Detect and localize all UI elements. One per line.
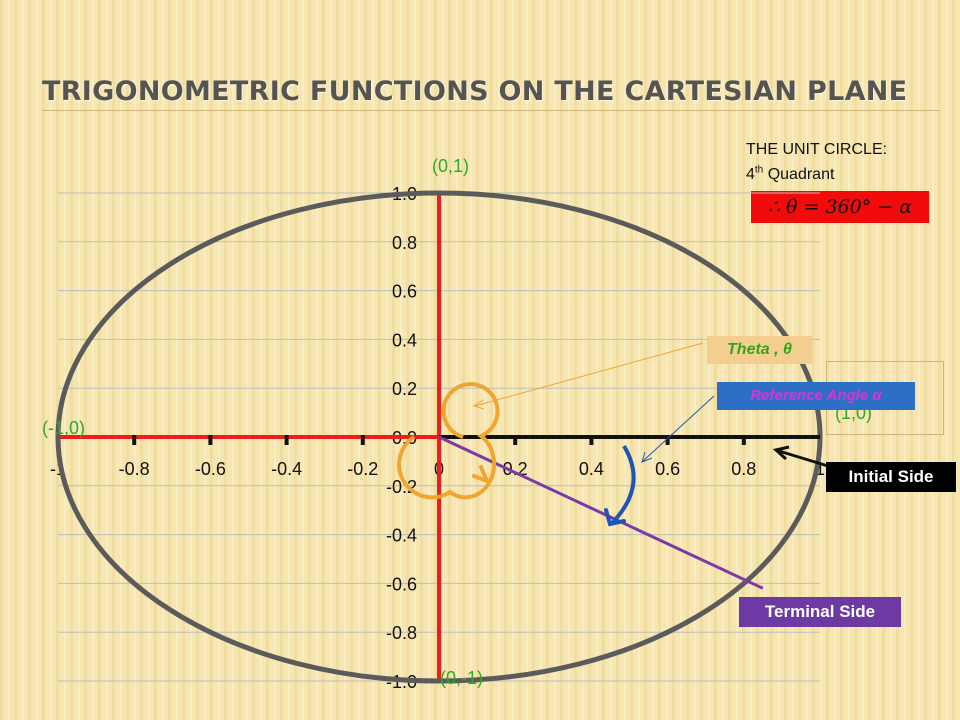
x-axis-marker [284, 435, 289, 445]
x-tick-label: 1 [815, 459, 825, 479]
x-axis-marker [665, 435, 670, 445]
x-axis-marker [513, 435, 518, 445]
y-tick-label: -0.2 [386, 477, 417, 497]
x-tick-label: 0.4 [579, 459, 604, 479]
initial-side-pointer [778, 449, 829, 468]
quadrant-label: 4th Quadrant [746, 164, 835, 183]
initial-side-label: Initial Side [826, 462, 956, 492]
x-axis-marker [589, 435, 594, 445]
y-tick-label: 0.4 [392, 330, 417, 350]
x-tick-label: -0.4 [271, 459, 302, 479]
reference-angle-arrowhead [604, 508, 626, 527]
y-tick-label: 0.6 [392, 282, 417, 302]
point-left-label: (-1,0) [42, 418, 86, 438]
theta-pointer-head [472, 399, 485, 410]
y-tick-label: -0.6 [386, 574, 417, 594]
point-top-label: (0,1) [432, 156, 470, 176]
unit-circle-note: THE UNIT CIRCLE: 4th Quadrant [746, 137, 887, 187]
theta-arc-arrowhead [472, 465, 491, 485]
x-tick-label: -0.8 [119, 459, 150, 479]
x-tick-label: 0.8 [731, 459, 756, 479]
y-tick-label: 0.8 [392, 233, 417, 253]
y-tick-label: -0.8 [386, 623, 417, 643]
x-tick-label: -0.6 [195, 459, 226, 479]
x-axis-marker [208, 435, 213, 445]
x-axis-marker [741, 435, 746, 445]
unit-circle-heading: THE UNIT CIRCLE: [746, 141, 888, 158]
slide-title: TRIGONOMETRIC FUNCTIONS ON THE CARTESIAN… [42, 76, 908, 107]
terminal-side-label: Terminal Side [739, 597, 901, 627]
x-axis-marker [360, 435, 365, 445]
angle-formula: ∴ θ = 360° − α [751, 191, 929, 223]
reference-angle-label: Reference Angle α [717, 382, 915, 410]
point-bottom-label: (0,-1) [440, 668, 484, 688]
title-underline [42, 110, 940, 111]
y-tick-label: -0.4 [386, 526, 417, 546]
reference-angle-arc [610, 444, 636, 525]
theta-pointer [474, 342, 704, 407]
x-axis-marker [132, 435, 137, 445]
x-tick-label: 0.6 [655, 459, 680, 479]
y-tick-label: 0.2 [392, 379, 417, 399]
x-axis-markers [132, 435, 746, 445]
x-tick-label: -0.2 [347, 459, 378, 479]
theta-arc [397, 382, 500, 500]
theta-label: Theta , θ [707, 336, 812, 364]
reference-angle-pointer-head [641, 451, 653, 463]
initial-side-pointer-head [772, 445, 790, 461]
reference-angle-pointer [642, 395, 715, 462]
